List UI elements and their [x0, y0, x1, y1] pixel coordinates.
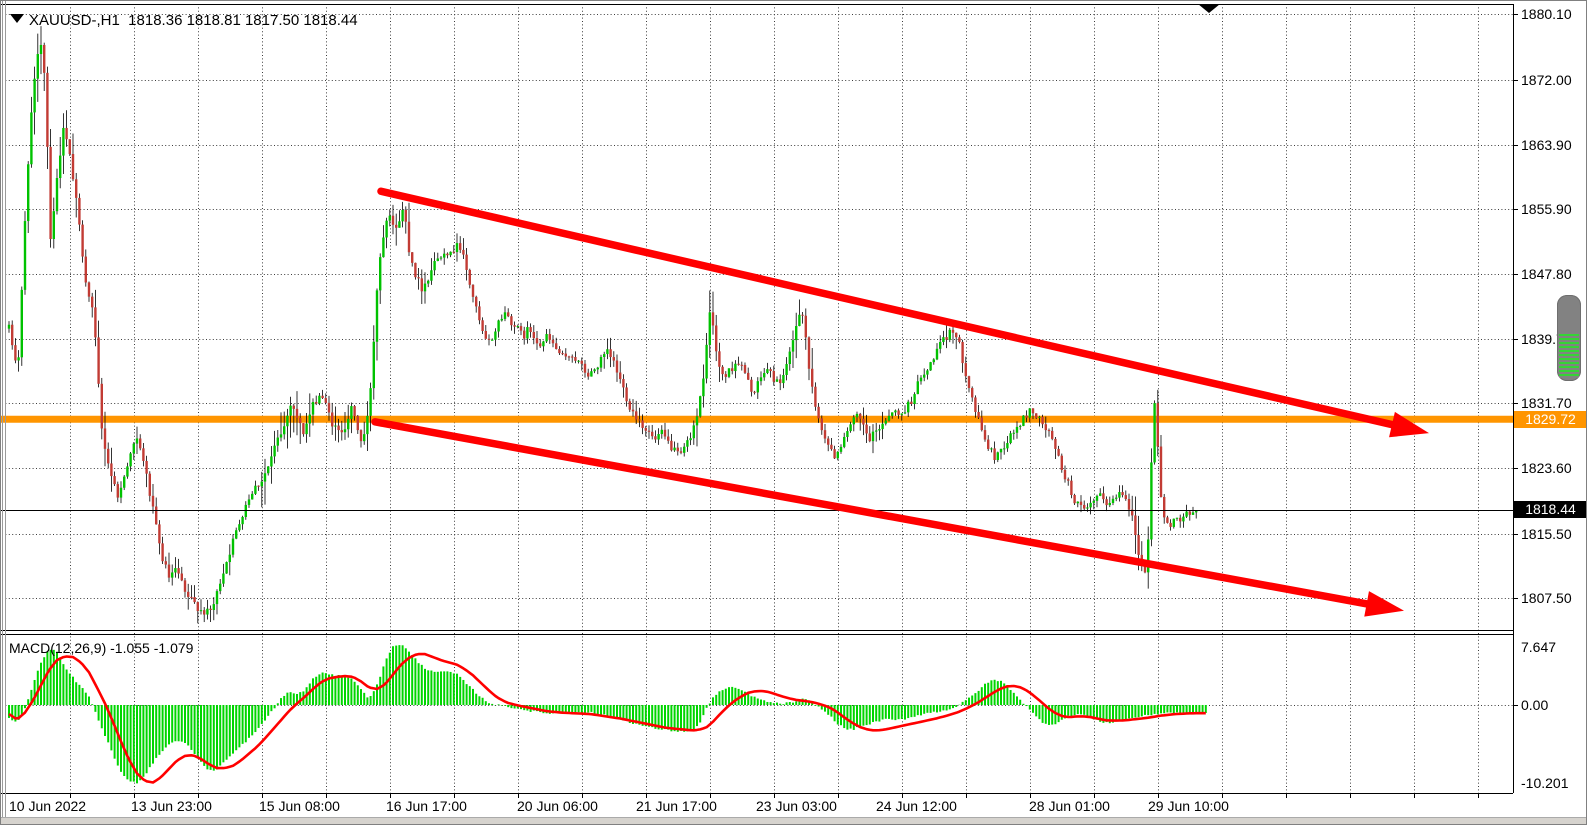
trend-arrow-line-2[interactable] [371, 418, 1377, 609]
price-axis-label: 1872.00 [1521, 71, 1572, 88]
price-axis-label: 1831.70 [1521, 395, 1572, 412]
time-axis-label: 13 Jun 23:00 [131, 798, 212, 814]
trend-arrow-head-2 [1364, 591, 1404, 617]
price-axis-label: 1880.10 [1521, 6, 1572, 23]
time-axis-label: 23 Jun 03:00 [756, 798, 837, 814]
time-axis-label: 16 Jun 17:00 [386, 798, 467, 814]
price-axis-label: 1847.80 [1521, 266, 1572, 282]
time-axis-label: 15 Jun 08:00 [259, 798, 340, 814]
window-left-edge [2, 1, 3, 817]
time-axis-label: 29 Jun 10:00 [1148, 798, 1229, 814]
time-axis-label: 21 Jun 17:00 [636, 798, 717, 814]
macd-indicator-label: MACD(12,26,9) -1.055 -1.079 [9, 640, 194, 656]
current-price-tag: 1818.44 [1514, 501, 1586, 519]
price-axis-label: 1863.90 [1521, 136, 1572, 153]
price-axis-label: 1815.50 [1521, 525, 1572, 542]
time-axis-label: 24 Jun 12:00 [876, 798, 957, 814]
symbol-title: XAUUSD-,H1 1818.36 1818.81 1817.50 1818.… [29, 12, 358, 29]
macd-axis-label: -10.201 [1521, 774, 1569, 791]
macd-signal-line [8, 652, 1206, 784]
price-axis-label: 1807.50 [1521, 589, 1572, 606]
scrollbar-thumb[interactable] [1557, 295, 1581, 381]
macd-histogram-layer [8, 645, 1207, 784]
candles-layer [7, 26, 1198, 624]
scrollbar-stripes-icon [1559, 334, 1579, 378]
time-axis-label: 28 Jun 01:00 [1029, 798, 1110, 814]
macd-axis-label: 0.00 [1521, 696, 1549, 713]
orange-price-tag: 1829.72 [1514, 410, 1586, 428]
macd-axis-label: 7.647 [1521, 638, 1557, 655]
price-axis-label: 1855.90 [1521, 200, 1572, 217]
chart-shift-marker-icon[interactable] [1198, 4, 1220, 13]
price-axis-label: 1823.60 [1521, 460, 1572, 477]
trend-arrow-head-1 [1389, 411, 1429, 438]
window-left-edge-inner [5, 1, 6, 817]
time-axis-label: 20 Jun 06:00 [517, 798, 598, 814]
collapse-triangle-icon[interactable] [10, 14, 24, 23]
time-axis-label: 10 Jun 2022 [9, 798, 87, 814]
trend-arrow-line-1[interactable] [377, 187, 1402, 430]
bottom-status-strip [1, 817, 1586, 824]
